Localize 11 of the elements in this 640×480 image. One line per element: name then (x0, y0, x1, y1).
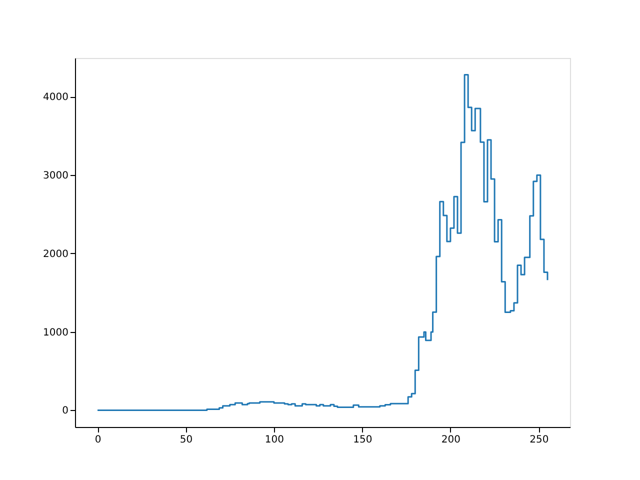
x-tick-label: 0 (94, 434, 102, 446)
y-tick-label: 1000 (43, 327, 68, 338)
x-tick-label: 50 (180, 434, 193, 446)
x-tick-label: 250 (530, 434, 549, 446)
y-tick-label: 3000 (43, 170, 68, 182)
x-tick-label: 100 (264, 434, 284, 446)
x-tick-label: 150 (353, 434, 372, 446)
y-tick-label: 4000 (43, 92, 68, 104)
x-tick-label: 200 (441, 434, 460, 446)
y-tick-label: 0 (62, 406, 68, 417)
y-tick-label: 2000 (43, 248, 68, 260)
